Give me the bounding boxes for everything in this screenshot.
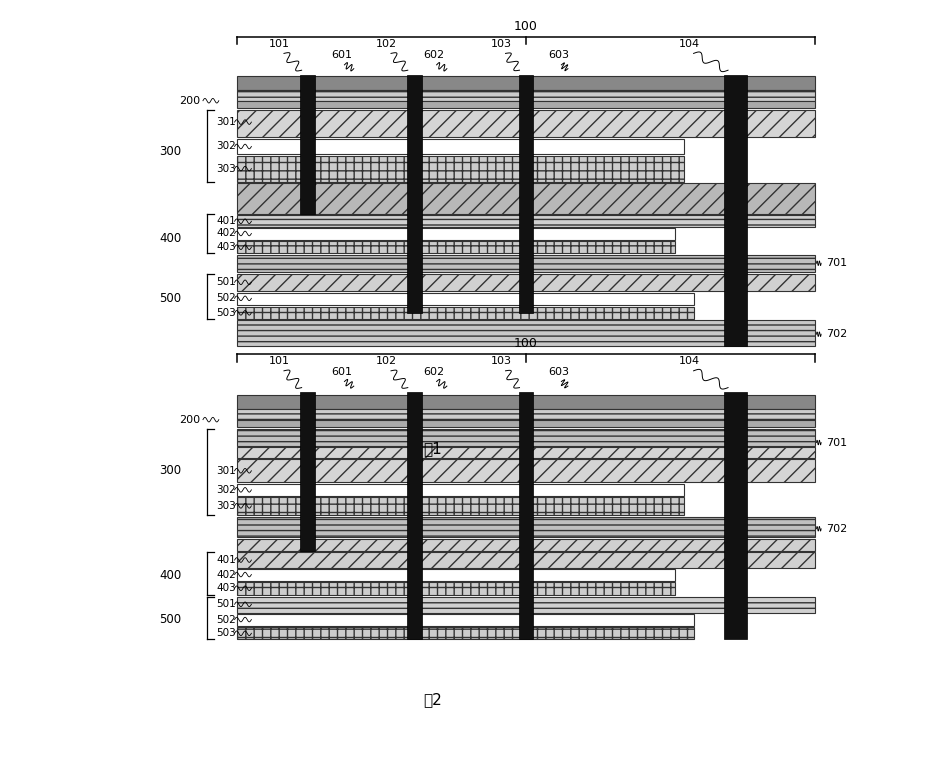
- Bar: [237, 569, 675, 581]
- Bar: [237, 614, 694, 626]
- Bar: [407, 75, 422, 313]
- Bar: [237, 90, 815, 101]
- Text: 301: 301: [216, 117, 236, 127]
- Text: 303: 303: [216, 501, 236, 511]
- Text: 402: 402: [216, 228, 236, 239]
- Bar: [237, 539, 815, 551]
- Bar: [237, 255, 815, 272]
- Text: 403: 403: [216, 242, 236, 253]
- Text: 300: 300: [159, 463, 182, 477]
- Bar: [237, 552, 815, 568]
- Text: 302: 302: [216, 485, 236, 495]
- Text: 701: 701: [826, 258, 847, 269]
- Text: 103: 103: [491, 39, 511, 49]
- Bar: [237, 110, 815, 137]
- Bar: [237, 484, 684, 496]
- Bar: [300, 75, 315, 214]
- Text: 100: 100: [514, 20, 538, 33]
- Text: 104: 104: [679, 356, 699, 366]
- Text: 402: 402: [216, 569, 236, 580]
- Text: 104: 104: [679, 39, 699, 49]
- Text: 图1: 图1: [424, 441, 442, 456]
- Text: 401: 401: [216, 555, 236, 565]
- Text: 603: 603: [548, 50, 569, 60]
- Text: 603: 603: [548, 367, 569, 377]
- Bar: [237, 274, 815, 291]
- Bar: [237, 447, 815, 458]
- Text: 102: 102: [376, 356, 397, 366]
- Bar: [237, 597, 815, 613]
- Bar: [237, 420, 815, 427]
- Text: 103: 103: [491, 356, 511, 366]
- Bar: [237, 76, 815, 90]
- Text: 500: 500: [159, 291, 182, 305]
- Text: 503: 503: [216, 307, 236, 318]
- Text: 702: 702: [826, 523, 847, 534]
- Text: 301: 301: [216, 465, 236, 476]
- Bar: [237, 627, 694, 639]
- Text: 503: 503: [216, 628, 236, 639]
- Bar: [237, 139, 684, 154]
- Text: 602: 602: [424, 50, 444, 60]
- Text: 601: 601: [331, 367, 352, 377]
- Bar: [237, 320, 815, 346]
- Text: 502: 502: [216, 293, 236, 304]
- Bar: [300, 392, 315, 551]
- Text: 102: 102: [376, 39, 397, 49]
- Bar: [237, 582, 675, 595]
- Bar: [237, 307, 694, 319]
- Text: 400: 400: [159, 568, 182, 582]
- Bar: [237, 183, 815, 214]
- Text: 300: 300: [159, 144, 182, 158]
- Bar: [519, 392, 533, 639]
- Bar: [237, 517, 815, 537]
- Text: 501: 501: [216, 599, 236, 610]
- Bar: [519, 75, 533, 313]
- Bar: [237, 459, 815, 482]
- Text: 100: 100: [514, 337, 538, 350]
- Bar: [237, 395, 815, 409]
- Bar: [237, 156, 684, 182]
- Text: 500: 500: [159, 613, 182, 626]
- Text: 200: 200: [179, 414, 200, 425]
- Text: 501: 501: [216, 277, 236, 288]
- Bar: [237, 293, 694, 305]
- Bar: [237, 215, 815, 227]
- Text: 702: 702: [826, 329, 847, 340]
- Text: 图2: 图2: [424, 692, 442, 707]
- Text: 403: 403: [216, 583, 236, 594]
- Bar: [237, 497, 684, 515]
- Text: 101: 101: [269, 39, 290, 49]
- Bar: [237, 101, 815, 108]
- Bar: [237, 228, 675, 240]
- Text: 502: 502: [216, 614, 236, 625]
- Bar: [724, 75, 747, 346]
- Text: 601: 601: [331, 50, 352, 60]
- Bar: [237, 409, 815, 420]
- Bar: [237, 429, 815, 446]
- Text: 602: 602: [424, 367, 444, 377]
- Bar: [724, 392, 747, 639]
- Bar: [237, 241, 675, 253]
- Text: 303: 303: [216, 163, 236, 174]
- Text: 400: 400: [159, 232, 182, 246]
- Text: 701: 701: [826, 437, 847, 448]
- Text: 200: 200: [179, 95, 200, 106]
- Text: 401: 401: [216, 216, 236, 227]
- Text: 101: 101: [269, 356, 290, 366]
- Bar: [407, 392, 422, 639]
- Text: 302: 302: [216, 141, 236, 152]
